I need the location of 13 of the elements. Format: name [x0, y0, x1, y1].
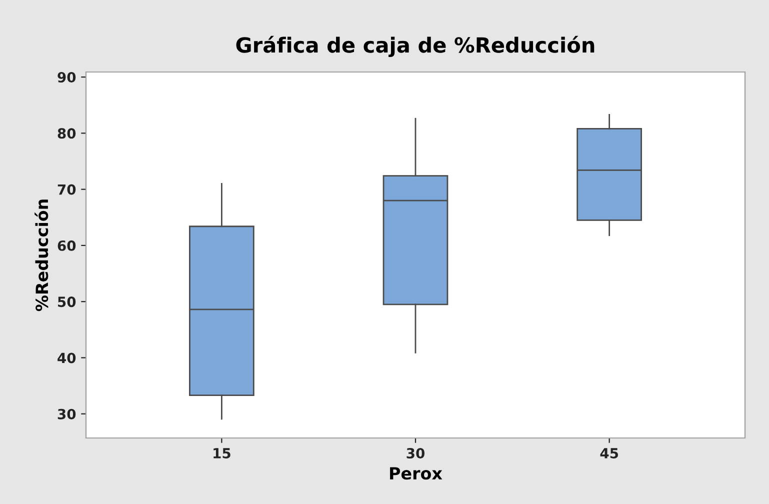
- y-tick-label: 90: [58, 72, 76, 83]
- y-axis-title: %Reducción: [34, 200, 48, 312]
- x-tick-label: 15: [214, 448, 230, 458]
- x-tick-label: 45: [600, 448, 618, 458]
- chart-title: Gráfica de caja de %Reducción: [236, 36, 594, 58]
- y-tick-label: 30: [58, 408, 76, 420]
- x-tick-label: 30: [406, 448, 424, 458]
- y-tick-label: 80: [58, 128, 76, 139]
- y-tick-label: 50: [58, 296, 76, 308]
- y-tick-label: 60: [58, 240, 76, 251]
- y-tick-label: 40: [58, 352, 76, 364]
- y-tick-label: 70: [58, 184, 76, 195]
- x-axis-title: Perox: [390, 467, 442, 480]
